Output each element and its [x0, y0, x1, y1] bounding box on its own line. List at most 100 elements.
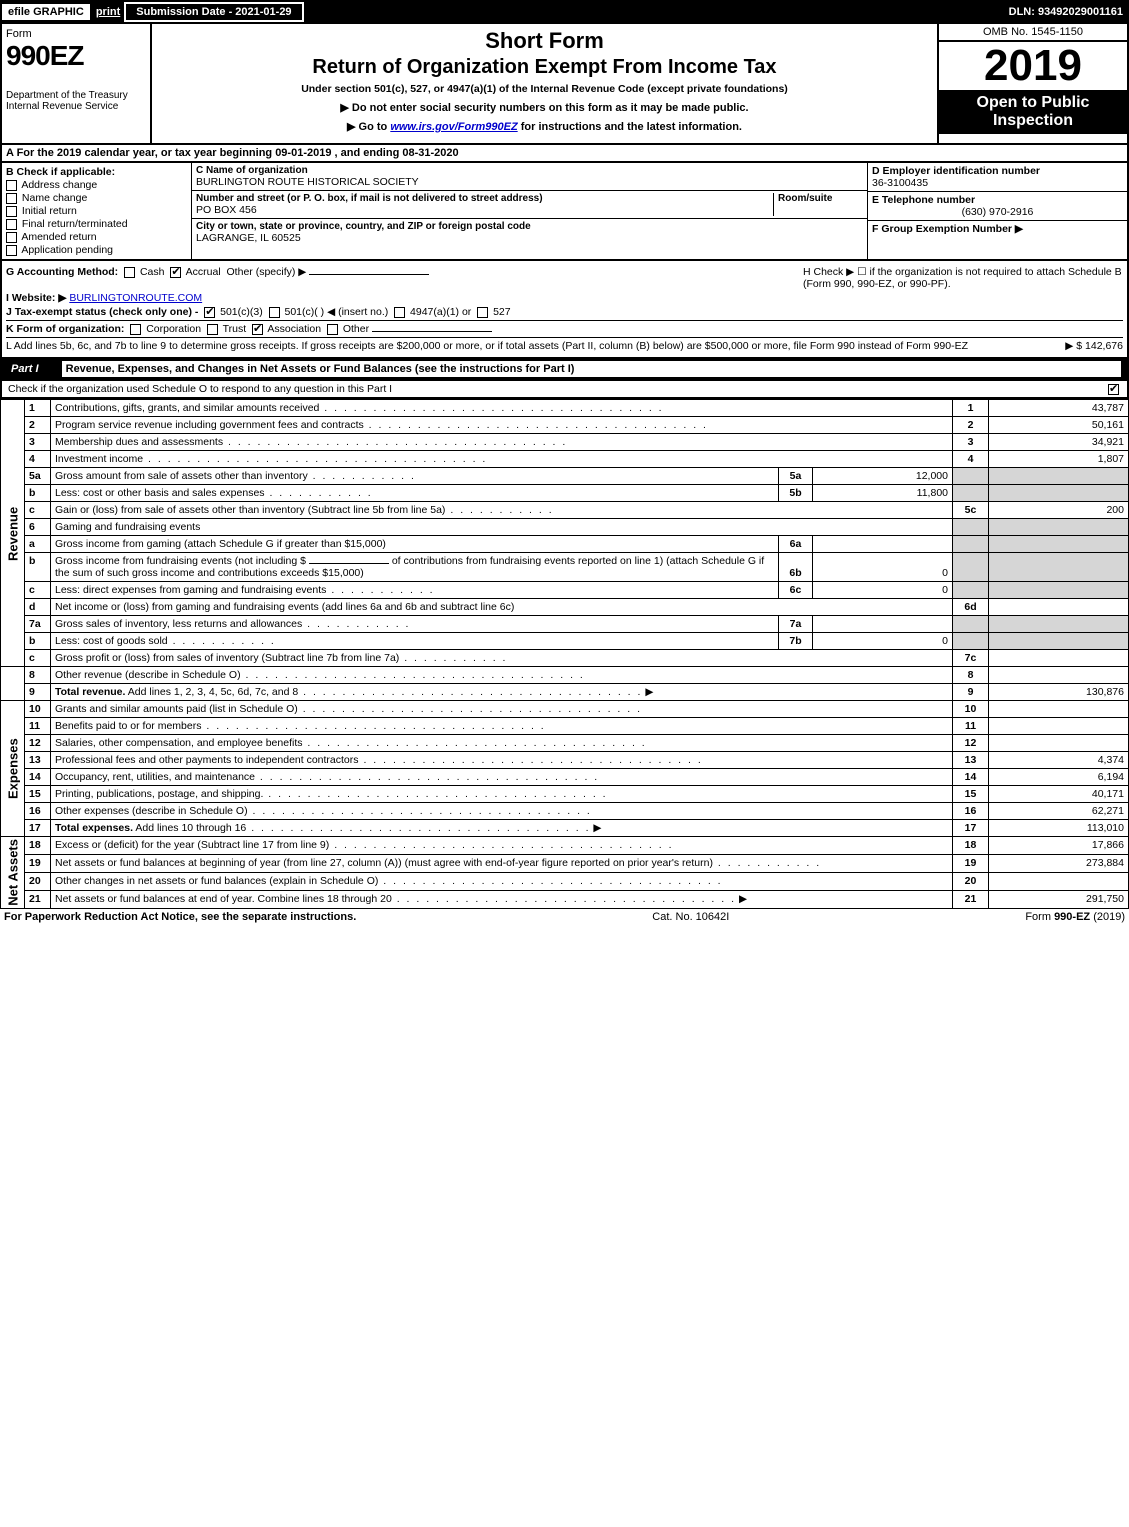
part-i-check-text: Check if the organization used Schedule …	[8, 383, 392, 395]
expenses-side-label: Expenses	[1, 701, 25, 837]
line-col-grey	[953, 536, 989, 553]
line-num: c	[25, 502, 51, 519]
opt-4947: 4947(a)(1) or	[410, 306, 471, 318]
check-527[interactable]	[477, 307, 488, 318]
website-link[interactable]: BURLINGTONROUTE.COM	[69, 292, 202, 304]
line-desc: Excess or (deficit) for the year (Subtra…	[55, 839, 674, 851]
opt-527: 527	[493, 306, 511, 318]
line-amt: 4,374	[989, 752, 1129, 769]
cat-no: Cat. No. 10642I	[652, 911, 729, 923]
line-amt-grey	[989, 616, 1129, 633]
sub-num: 5b	[779, 485, 813, 502]
line-col: 19	[953, 854, 989, 872]
line-j-label: J Tax-exempt status (check only one) -	[6, 306, 198, 318]
line-col: 6d	[953, 599, 989, 616]
short-form-title: Short Form	[158, 28, 931, 54]
line-num: 9	[25, 684, 51, 701]
dept-treasury: Department of the Treasury	[6, 90, 146, 101]
sub-num: 6a	[779, 536, 813, 553]
arrow-icon: ▶	[645, 686, 653, 698]
part-i-header: Part I Revenue, Expenses, and Changes in…	[0, 359, 1129, 381]
check-app-pending[interactable]	[6, 245, 17, 256]
line-amt	[989, 718, 1129, 735]
efile-badge: efile GRAPHIC	[0, 2, 92, 22]
check-501c[interactable]	[269, 307, 280, 318]
form-ref-b: 990-EZ	[1054, 911, 1090, 923]
line-amt: 200	[989, 502, 1129, 519]
check-final-return[interactable]	[6, 219, 17, 230]
line-desc: Less: cost or other basis and sales expe…	[55, 487, 373, 499]
line-col: 10	[953, 701, 989, 718]
check-initial-return[interactable]	[6, 206, 17, 217]
line-col-grey	[953, 582, 989, 599]
line-num: 10	[25, 701, 51, 718]
line-col-grey	[953, 485, 989, 502]
line-col: 7c	[953, 650, 989, 667]
line-num: c	[25, 582, 51, 599]
part-i-title: Revenue, Expenses, and Changes in Net As…	[62, 361, 1121, 377]
goto-link-line: ▶ Go to www.irs.gov/Form990EZ for instru…	[158, 120, 931, 133]
line-i-label: I Website: ▶	[6, 292, 66, 304]
line-amt	[989, 872, 1129, 890]
lines-g-through-l: G Accounting Method: Cash Accrual Other …	[0, 261, 1129, 359]
check-4947[interactable]	[394, 307, 405, 318]
check-trust[interactable]	[207, 324, 218, 335]
line-amt: 34,921	[989, 434, 1129, 451]
chk-label-name: Name change	[22, 192, 87, 204]
form-ref-a: Form	[1025, 911, 1054, 923]
check-address-change[interactable]	[6, 180, 17, 191]
check-accrual[interactable]	[170, 267, 181, 278]
line-col: 21	[953, 890, 989, 908]
check-assoc[interactable]	[252, 324, 263, 335]
line-col: 14	[953, 769, 989, 786]
opt-cash: Cash	[140, 266, 165, 278]
line-amt-grey	[989, 519, 1129, 536]
check-cash[interactable]	[124, 267, 135, 278]
check-amended[interactable]	[6, 232, 17, 243]
sub-num: 7b	[779, 633, 813, 650]
line-l-amount: ▶ $ 142,676	[1003, 340, 1123, 352]
line-desc: Add lines 10 through 16	[135, 822, 590, 834]
line-col-grey	[953, 553, 989, 582]
goto-link[interactable]: www.irs.gov/Form990EZ	[390, 121, 517, 133]
netassets-side-label: Net Assets	[1, 837, 25, 909]
revenue-side-label: Revenue	[1, 400, 25, 667]
line-col: 12	[953, 735, 989, 752]
check-name-change[interactable]	[6, 193, 17, 204]
line-amt	[989, 701, 1129, 718]
line-desc-bold: Total revenue.	[55, 686, 125, 698]
chk-label-amended: Amended return	[21, 231, 96, 243]
line-col: 15	[953, 786, 989, 803]
line-num: 8	[25, 667, 51, 684]
sub-num: 7a	[779, 616, 813, 633]
submission-date: Submission Date - 2021-01-29	[124, 2, 303, 22]
line-amt: 17,866	[989, 837, 1129, 855]
line-col: 13	[953, 752, 989, 769]
sub-amt: 0	[813, 553, 953, 582]
line-amt: 1,807	[989, 451, 1129, 468]
line-num: 14	[25, 769, 51, 786]
chk-label-final: Final return/terminated	[22, 218, 128, 230]
line-desc-a: Gross income from fundraising events (no…	[55, 555, 306, 567]
line-amt-grey	[989, 553, 1129, 582]
line-col: 11	[953, 718, 989, 735]
line-num: 6	[25, 519, 51, 536]
line-desc: Printing, publications, postage, and shi…	[55, 788, 608, 800]
sub-amt	[813, 536, 953, 553]
graphic-text: GRAPHIC	[33, 6, 84, 18]
check-corp[interactable]	[130, 324, 141, 335]
line-col-grey	[953, 616, 989, 633]
check-501c3[interactable]	[204, 307, 215, 318]
print-link[interactable]: print	[96, 6, 120, 18]
line-e-label: E Telephone number	[872, 194, 1123, 206]
line-amt-grey	[989, 536, 1129, 553]
sub-amt: 11,800	[813, 485, 953, 502]
check-other-org[interactable]	[327, 324, 338, 335]
no-ssn-note: ▶ Do not enter social security numbers o…	[158, 101, 931, 114]
line-num: c	[25, 650, 51, 667]
line-desc: Gross profit or (loss) from sales of inv…	[55, 652, 507, 664]
line-num: 4	[25, 451, 51, 468]
line-amt: 130,876	[989, 684, 1129, 701]
line-num: d	[25, 599, 51, 616]
check-schedule-o[interactable]	[1108, 384, 1119, 395]
